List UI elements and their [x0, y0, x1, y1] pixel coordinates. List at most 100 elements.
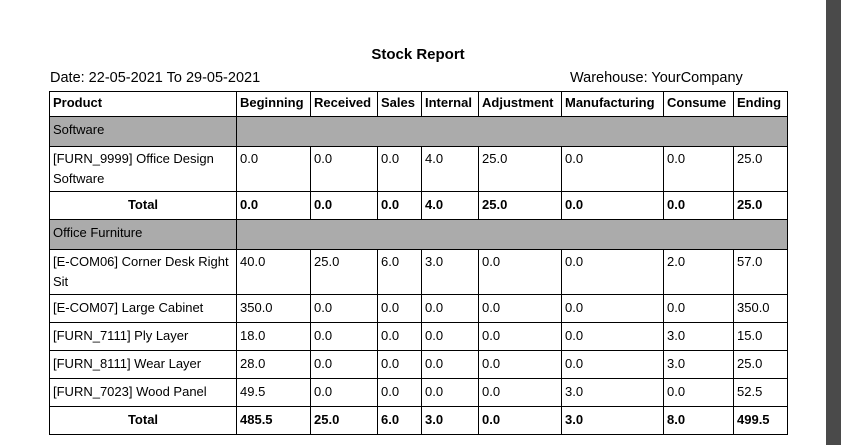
total-value: 3.0 — [561, 406, 664, 435]
total-value: 6.0 — [377, 406, 422, 435]
total-value: 0.0 — [236, 191, 311, 220]
total-value: 3.0 — [421, 406, 479, 435]
product-cell: [FURN_7111] Ply Layer — [49, 322, 237, 351]
value-cell: 3.0 — [663, 322, 734, 351]
value-cell: 0.0 — [377, 294, 422, 323]
total-value: 499.5 — [733, 406, 788, 435]
table-row: [FURN_9999] Office Design Software 0.0 0… — [49, 146, 788, 192]
table-row: [FURN_7111] Ply Layer 18.0 0.0 0.0 0.0 0… — [49, 322, 788, 351]
category-fill — [236, 219, 788, 250]
date-range: Date: 22-05-2021 To 29-05-2021 — [50, 70, 261, 86]
value-cell: 25.0 — [478, 146, 562, 192]
value-cell: 0.0 — [236, 146, 311, 192]
value-cell: 0.0 — [310, 146, 378, 192]
column-header-adjustment: Adjustment — [478, 91, 562, 117]
value-cell: 350.0 — [733, 294, 788, 323]
value-cell: 25.0 — [733, 146, 788, 192]
value-cell: 25.0 — [733, 350, 788, 379]
value-cell: 0.0 — [663, 378, 734, 407]
total-value: 485.5 — [236, 406, 311, 435]
value-cell: 57.0 — [733, 249, 788, 295]
total-value: 0.0 — [377, 191, 422, 220]
value-cell: 0.0 — [478, 378, 562, 407]
total-value: 25.0 — [733, 191, 788, 220]
value-cell: 0.0 — [561, 249, 664, 295]
value-cell: 6.0 — [377, 249, 422, 295]
category-label: Software — [49, 116, 237, 147]
product-cell: [FURN_9999] Office Design Software — [49, 146, 237, 192]
value-cell: 0.0 — [310, 378, 378, 407]
value-cell: 15.0 — [733, 322, 788, 351]
product-cell: [FURN_7023] Wood Panel — [49, 378, 237, 407]
table-row: [E-COM06] Corner Desk Right Sit 40.0 25.… — [49, 249, 788, 295]
value-cell: 0.0 — [421, 322, 479, 351]
value-cell: 0.0 — [377, 378, 422, 407]
total-label: Total — [49, 406, 237, 435]
column-header-manufacturing: Manufacturing — [561, 91, 664, 117]
product-cell: [E-COM06] Corner Desk Right Sit — [49, 249, 237, 295]
value-cell: 3.0 — [663, 350, 734, 379]
total-value: 25.0 — [310, 406, 378, 435]
category-row: Software — [49, 116, 788, 147]
value-cell: 40.0 — [236, 249, 311, 295]
value-cell: 0.0 — [561, 294, 664, 323]
total-row: Total 485.5 25.0 6.0 3.0 0.0 3.0 8.0 499… — [49, 406, 788, 435]
total-value: 25.0 — [478, 191, 562, 220]
column-header-consume: Consume — [663, 91, 734, 117]
total-value: 0.0 — [478, 406, 562, 435]
column-header-internal: Internal — [421, 91, 479, 117]
value-cell: 350.0 — [236, 294, 311, 323]
total-value: 0.0 — [561, 191, 664, 220]
total-value: 0.0 — [310, 191, 378, 220]
value-cell: 0.0 — [310, 350, 378, 379]
value-cell: 0.0 — [663, 294, 734, 323]
value-cell: 52.5 — [733, 378, 788, 407]
value-cell: 0.0 — [377, 146, 422, 192]
value-cell: 0.0 — [310, 294, 378, 323]
value-cell: 4.0 — [421, 146, 479, 192]
category-label: Office Furniture — [49, 219, 237, 250]
value-cell: 3.0 — [421, 249, 479, 295]
stock-table: Product Beginning Received Sales Interna… — [49, 91, 788, 435]
total-value: 0.0 — [663, 191, 734, 220]
value-cell: 0.0 — [663, 146, 734, 192]
table-row: [E-COM07] Large Cabinet 350.0 0.0 0.0 0.… — [49, 294, 788, 323]
category-row: Office Furniture — [49, 219, 788, 250]
product-cell: [FURN_8111] Wear Layer — [49, 350, 237, 379]
value-cell: 0.0 — [310, 322, 378, 351]
value-cell: 0.0 — [478, 249, 562, 295]
value-cell: 0.0 — [561, 322, 664, 351]
category-fill — [236, 116, 788, 147]
column-header-sales: Sales — [377, 91, 422, 117]
total-value: 8.0 — [663, 406, 734, 435]
value-cell: 0.0 — [421, 294, 479, 323]
header-row: Product Beginning Received Sales Interna… — [49, 91, 788, 117]
value-cell: 0.0 — [478, 294, 562, 323]
value-cell: 0.0 — [561, 350, 664, 379]
value-cell: 18.0 — [236, 322, 311, 351]
value-cell: 49.5 — [236, 378, 311, 407]
column-header-ending: Ending — [733, 91, 788, 117]
total-row: Total 0.0 0.0 0.0 4.0 25.0 0.0 0.0 25.0 — [49, 191, 788, 220]
value-cell: 0.0 — [478, 322, 562, 351]
viewer-scrollbar[interactable] — [826, 0, 841, 445]
table-row: [FURN_7023] Wood Panel 49.5 0.0 0.0 0.0 … — [49, 378, 788, 407]
value-cell: 0.0 — [377, 322, 422, 351]
product-cell: [E-COM07] Large Cabinet — [49, 294, 237, 323]
total-value: 4.0 — [421, 191, 479, 220]
value-cell: 0.0 — [561, 146, 664, 192]
value-cell: 0.0 — [377, 350, 422, 379]
value-cell: 3.0 — [561, 378, 664, 407]
value-cell: 0.0 — [421, 350, 479, 379]
value-cell: 2.0 — [663, 249, 734, 295]
table-row: [FURN_8111] Wear Layer 28.0 0.0 0.0 0.0 … — [49, 350, 788, 379]
value-cell: 0.0 — [421, 378, 479, 407]
column-header-received: Received — [310, 91, 378, 117]
column-header-product: Product — [49, 91, 237, 117]
column-header-beginning: Beginning — [236, 91, 311, 117]
report-title: Stock Report — [371, 46, 465, 63]
value-cell: 25.0 — [310, 249, 378, 295]
total-label: Total — [49, 191, 237, 220]
value-cell: 28.0 — [236, 350, 311, 379]
